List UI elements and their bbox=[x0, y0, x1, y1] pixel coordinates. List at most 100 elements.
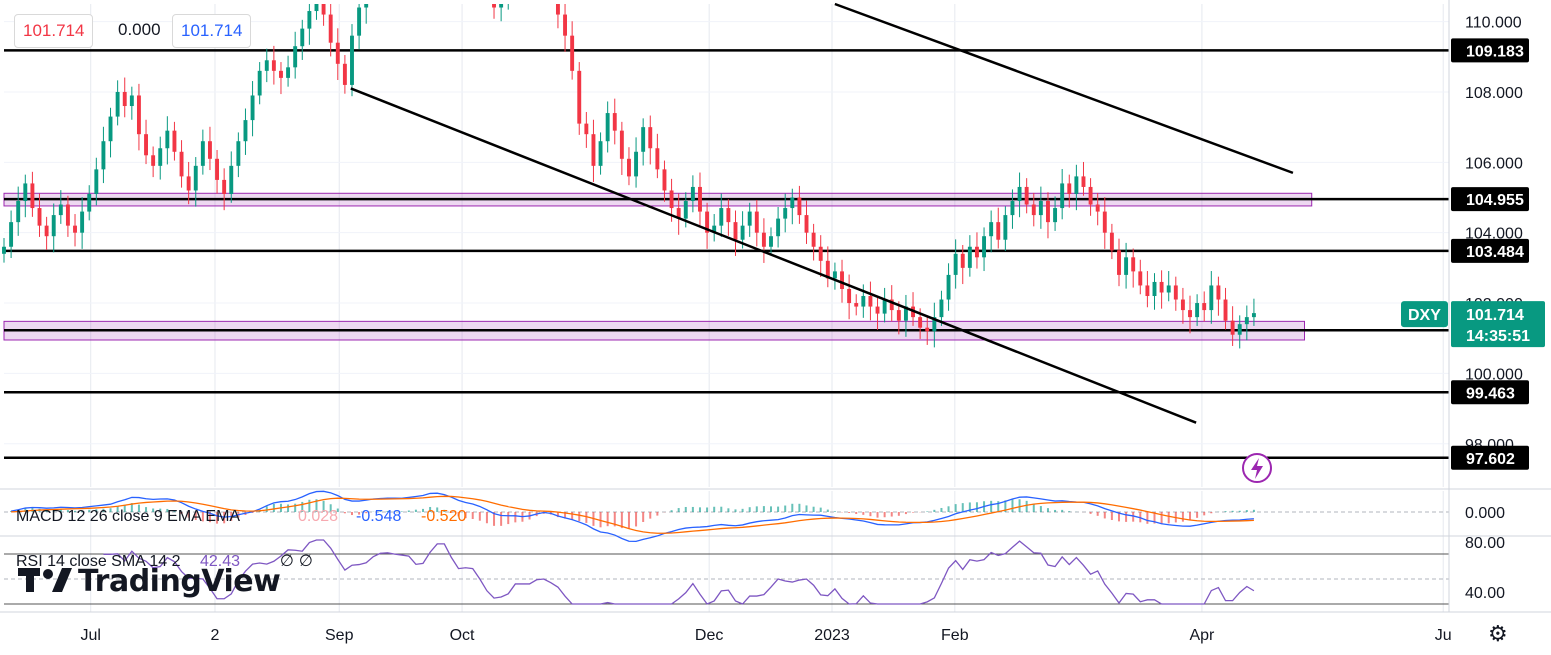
candle-body-22 bbox=[158, 148, 163, 166]
macd-hist-139 bbox=[990, 500, 993, 512]
candle-171 bbox=[1216, 276, 1221, 316]
macd-hist-123 bbox=[876, 512, 879, 518]
candle-body-49 bbox=[350, 35, 354, 85]
candle-115 bbox=[818, 235, 823, 278]
candle-16 bbox=[115, 80, 120, 126]
y-tick-label-1: 108.000 bbox=[1465, 85, 1523, 102]
gear-icon[interactable]: ⚙ bbox=[1488, 622, 1508, 647]
candle-body-26 bbox=[186, 176, 191, 191]
candle-165 bbox=[1173, 276, 1178, 311]
candle-body-142 bbox=[1010, 201, 1015, 216]
rsi-y-tick-1: 40.00 bbox=[1465, 585, 1505, 602]
candle-24 bbox=[172, 121, 177, 161]
candle-109 bbox=[776, 207, 781, 248]
candle-118 bbox=[840, 259, 844, 303]
candle-78 bbox=[555, 0, 560, 29]
candle-141 bbox=[1003, 206, 1008, 251]
macd-hist-107 bbox=[762, 506, 765, 512]
candle-body-20 bbox=[144, 134, 148, 156]
candle-160 bbox=[1138, 259, 1143, 295]
macd-hist-134 bbox=[954, 504, 957, 512]
candle-126 bbox=[896, 301, 901, 335]
candle-27 bbox=[193, 157, 198, 207]
candle-body-174 bbox=[1237, 324, 1242, 335]
macd-hist-37 bbox=[265, 506, 268, 512]
candle-43 bbox=[307, 0, 312, 45]
candle-148 bbox=[1053, 196, 1058, 231]
candle-body-169 bbox=[1202, 303, 1207, 311]
candle-body-122 bbox=[868, 296, 873, 307]
candle-body-152 bbox=[1081, 176, 1086, 187]
candle-body-46 bbox=[328, 14, 333, 43]
candle-152 bbox=[1081, 161, 1086, 196]
candle-147 bbox=[1046, 192, 1050, 239]
candle-body-5 bbox=[37, 208, 42, 226]
candle-body-86 bbox=[612, 113, 617, 131]
candle-body-113 bbox=[804, 215, 809, 233]
macd-hist-126 bbox=[897, 512, 900, 516]
candle-body-161 bbox=[1145, 285, 1150, 297]
macd-hist-72 bbox=[514, 512, 517, 523]
candle-40 bbox=[286, 55, 291, 87]
symbol-tag-box[interactable] bbox=[1401, 301, 1448, 328]
candle-body-109 bbox=[776, 218, 781, 237]
macd-hist-68 bbox=[485, 512, 488, 524]
candle-body-47 bbox=[335, 42, 340, 64]
macd-hist-51 bbox=[365, 512, 368, 514]
candle-39 bbox=[279, 62, 283, 95]
macd-hist-55 bbox=[393, 511, 396, 512]
candle-92 bbox=[655, 133, 660, 179]
candle-157 bbox=[1117, 238, 1121, 287]
macd-hist-154 bbox=[1096, 512, 1099, 516]
candle-50 bbox=[357, 0, 362, 50]
candle-1 bbox=[9, 210, 14, 259]
macd-hist-24 bbox=[173, 510, 176, 512]
candle-42 bbox=[300, 19, 305, 60]
candle-173 bbox=[1230, 306, 1235, 346]
ohlc-change-value: 0.000 bbox=[118, 20, 161, 39]
macd-hist-40 bbox=[287, 504, 290, 512]
candle-body-9 bbox=[65, 204, 70, 226]
macd-hist-105 bbox=[748, 507, 751, 512]
candle-body-167 bbox=[1188, 310, 1192, 318]
macd-hist-102 bbox=[727, 508, 730, 512]
candle-133 bbox=[946, 263, 951, 311]
candle-body-139 bbox=[989, 222, 994, 237]
candle-101 bbox=[719, 193, 724, 237]
candle-body-154 bbox=[1095, 204, 1100, 212]
candle-124 bbox=[882, 287, 887, 323]
candle-137 bbox=[975, 232, 979, 269]
macd-line bbox=[10, 490, 1254, 543]
last-price-box bbox=[1451, 301, 1545, 348]
candle-body-93 bbox=[662, 169, 667, 191]
macd-hist-92 bbox=[656, 512, 659, 516]
level-label-4: 99.463 bbox=[1466, 385, 1515, 402]
x-tick-label-7: Apr bbox=[1189, 627, 1215, 644]
macd-y-tick: 0.000 bbox=[1465, 505, 1505, 522]
candle-6 bbox=[44, 216, 49, 250]
macd-hist-67 bbox=[478, 512, 481, 521]
last-price-label: 101.714 bbox=[1466, 307, 1524, 324]
candle-body-163 bbox=[1159, 281, 1164, 293]
macd-hist-54 bbox=[386, 510, 389, 512]
lightning-icon[interactable] bbox=[1242, 453, 1272, 483]
candle-86 bbox=[612, 98, 617, 145]
level-label-box-4 bbox=[1451, 380, 1529, 405]
candle-119 bbox=[847, 274, 852, 320]
candle-body-170 bbox=[1209, 285, 1214, 311]
candle-body-103 bbox=[733, 222, 738, 240]
macd-hist-64 bbox=[457, 512, 460, 517]
candle-body-16 bbox=[115, 91, 120, 117]
macd-hist-82 bbox=[585, 512, 588, 523]
macd-hist-142 bbox=[1011, 499, 1014, 512]
candle-167 bbox=[1188, 295, 1192, 334]
macd-hist-20 bbox=[145, 507, 148, 512]
macd-hist-144 bbox=[1025, 500, 1028, 512]
macd-hist-159 bbox=[1132, 512, 1135, 522]
candle-176 bbox=[1251, 298, 1256, 326]
macd-hist-114 bbox=[812, 506, 815, 512]
macd-hist-21 bbox=[152, 508, 155, 512]
candle-body-48 bbox=[342, 63, 347, 85]
candle-body-159 bbox=[1131, 257, 1136, 272]
